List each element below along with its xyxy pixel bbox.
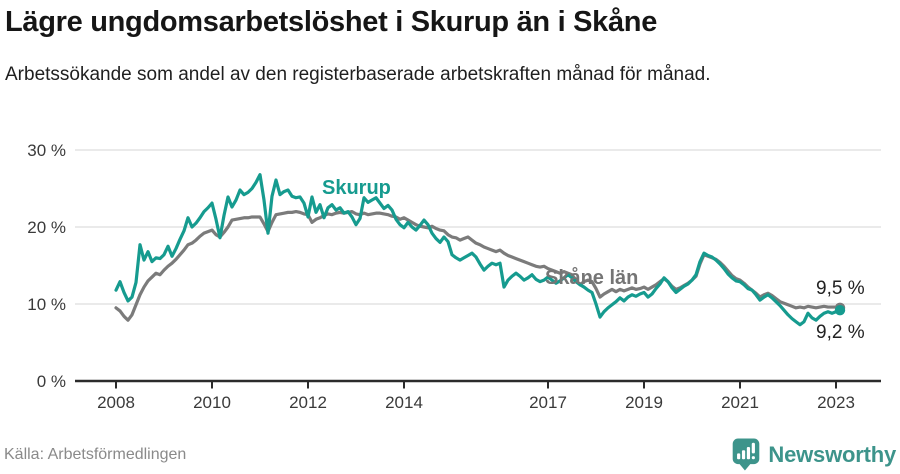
series-end-value-label: 9,2 %: [816, 322, 865, 343]
newsworthy-wordmark: Newsworthy: [768, 441, 896, 467]
x-tick-label: 2023: [817, 393, 855, 412]
x-tick-label: 2014: [385, 393, 423, 412]
newsworthy-logo[interactable]: Newsworthy: [732, 438, 896, 471]
series-end-value-label: 9,5 %: [816, 278, 865, 299]
x-tick-label: 2017: [529, 393, 567, 412]
y-tick-label: 20 %: [27, 218, 66, 237]
x-tick-label: 2010: [193, 393, 231, 412]
source-note: Källa: Arbetsförmedlingen: [4, 446, 187, 463]
page-subtitle: Arbetssökande som andel av den registerb…: [5, 64, 711, 85]
x-tick-label: 2008: [97, 393, 135, 412]
newsworthy-bubble-barchart-icon: [733, 438, 760, 471]
y-tick-label: 30 %: [27, 141, 66, 160]
x-tick-label: 2021: [721, 393, 759, 412]
series-label: Skurup: [322, 177, 391, 199]
series-label: Skåne län: [545, 266, 638, 289]
page-title: Lägre ungdomsarbetslöshet i Skurup än i …: [5, 6, 658, 38]
x-tick-label: 2012: [289, 393, 327, 412]
x-tick-label: 2019: [625, 393, 663, 412]
y-tick-label: 10 %: [27, 295, 66, 314]
series-line-skurup: [114, 173, 842, 327]
series-end-dot: [834, 304, 846, 316]
y-tick-label: 0 %: [37, 372, 66, 391]
line-chart: 0 % 10 % 20 % 30 % 2008 2010 2012 2014 2017 2019 2…: [27, 141, 881, 412]
